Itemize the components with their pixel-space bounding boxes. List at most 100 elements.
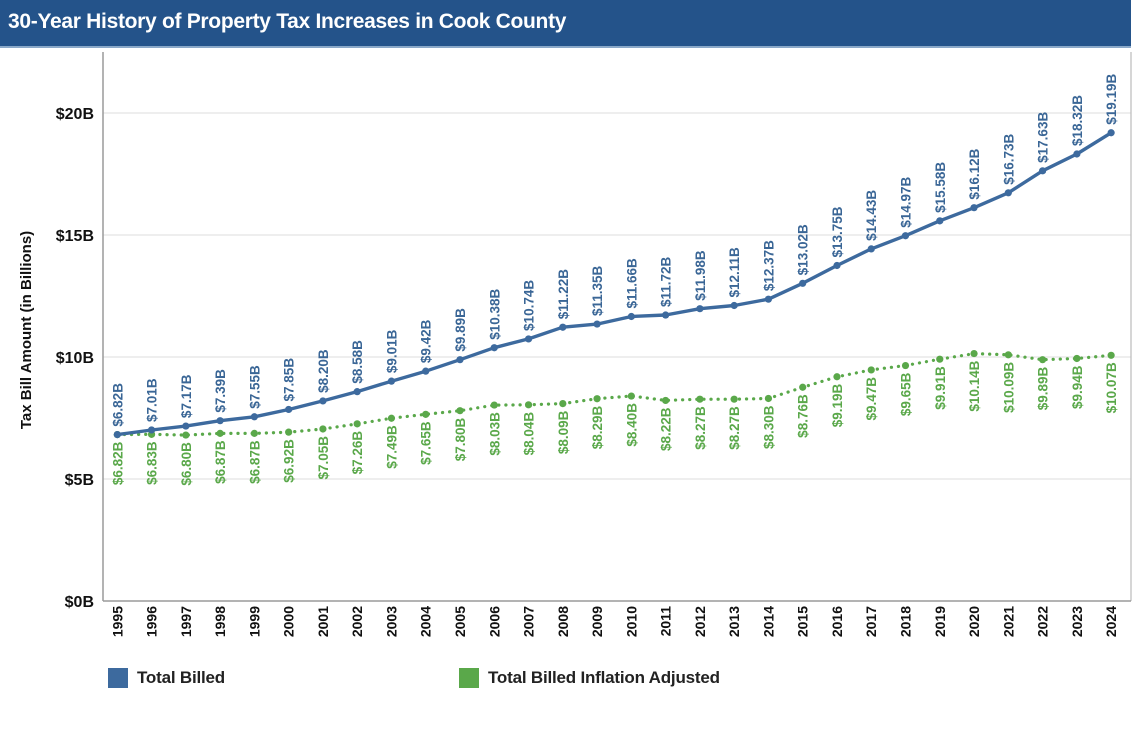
point-inflation-adjusted [627, 392, 635, 400]
legend-item-inflation-adjusted: Total Billed Inflation Adjusted [459, 668, 720, 688]
point-inflation-adjusted [1107, 351, 1115, 359]
x-tick-label: 2017 [863, 606, 879, 637]
legend-label-total-billed: Total Billed [137, 668, 225, 687]
x-tick-labels: 1995 1996 1997 1998 1999 2000 2001 2002 2003 2004… [109, 606, 1119, 637]
x-tick-label: 2016 [829, 606, 845, 637]
point-total-billed [353, 388, 361, 396]
x-tick-label: 2006 [486, 606, 502, 637]
x-tick-label: 2023 [1069, 606, 1085, 637]
point-total-billed [764, 295, 773, 303]
data-label-inflation-adjusted: $8.27B [727, 406, 742, 450]
data-label-inflation-adjusted: $6.87B [213, 440, 228, 484]
data-label-total-billed: $17.63B [1036, 112, 1051, 163]
point-total-billed [1073, 150, 1081, 158]
data-label-total-billed: $9.89B [453, 308, 468, 352]
y-tick-labels: $0B $5B $10B $15B $20B [56, 106, 94, 611]
point-inflation-adjusted [1004, 351, 1012, 359]
point-total-billed [250, 413, 258, 421]
point-inflation-adjusted [182, 431, 190, 439]
x-tick-label: 2005 [452, 606, 468, 637]
point-total-billed [970, 204, 978, 212]
point-total-billed [147, 426, 156, 434]
point-inflation-adjusted [559, 400, 567, 408]
series-line-total-billed [117, 131, 1112, 437]
point-inflation-adjusted [936, 355, 944, 363]
data-label-inflation-adjusted: $8.30B [761, 405, 776, 449]
data-label-total-billed: $11.72B [659, 256, 674, 307]
point-total-billed [216, 417, 224, 425]
x-tick-label: 2024 [1103, 606, 1119, 637]
data-label-total-billed: $9.42B [419, 319, 434, 363]
x-tick-label: 2004 [418, 606, 434, 637]
data-label-total-billed: $10.38B [487, 288, 502, 339]
x-tick-label: 2020 [966, 606, 982, 637]
data-label-inflation-adjusted: $10.14B [967, 360, 982, 411]
point-total-billed [901, 232, 910, 240]
point-total-billed [867, 245, 875, 253]
data-label-inflation-adjusted: $10.07B [1104, 362, 1119, 413]
data-label-total-billed: $12.37B [761, 240, 776, 291]
point-total-billed [1004, 189, 1012, 197]
point-total-billed [696, 305, 704, 313]
legend-swatch-green [459, 668, 479, 688]
x-tick-label: 2018 [898, 606, 914, 637]
point-inflation-adjusted [593, 395, 601, 403]
x-tick-label: 2007 [521, 606, 537, 637]
point-total-billed [833, 261, 841, 270]
legend-item-total-billed: Total Billed [108, 668, 225, 688]
data-label-total-billed: $6.82B [110, 383, 125, 427]
data-label-inflation-adjusted: $6.80B [179, 442, 194, 486]
chart-title: 30-Year History of Property Tax Increase… [8, 10, 567, 33]
point-total-billed [627, 312, 635, 321]
data-label-inflation-adjusted: $8.27B [693, 406, 708, 450]
series [113, 129, 1115, 439]
x-tick-label: 2010 [623, 606, 639, 637]
x-tick-label: 2022 [1035, 606, 1051, 637]
point-inflation-adjusted [730, 395, 738, 403]
x-tick-label: 2013 [726, 606, 742, 637]
x-tick-label: 2021 [1000, 606, 1016, 637]
data-label-total-billed: $11.35B [590, 266, 605, 317]
point-total-billed [730, 301, 738, 310]
data-label-total-billed: $18.32B [1070, 95, 1085, 146]
x-tick-label: 2008 [555, 606, 571, 637]
point-inflation-adjusted [250, 429, 258, 437]
data-label-inflation-adjusted: $6.92B [282, 439, 297, 483]
data-label-total-billed: $11.66B [624, 258, 639, 309]
data-label-inflation-adjusted: $9.91B [933, 366, 948, 410]
x-tick-label: 1999 [246, 606, 262, 637]
x-tick-label: 1997 [178, 606, 194, 637]
x-tick-label: 1995 [109, 606, 125, 637]
axes [102, 52, 1132, 602]
data-label-total-billed: $7.01B [145, 378, 160, 422]
point-inflation-adjusted [867, 366, 875, 374]
x-tick-label: 2015 [795, 606, 811, 637]
point-total-billed [936, 217, 944, 225]
point-total-billed [422, 367, 430, 375]
y-tick-label: $15B [56, 228, 94, 245]
data-label-inflation-adjusted: $8.76B [796, 394, 811, 438]
data-label-inflation-adjusted: $7.05B [316, 436, 331, 480]
data-label-total-billed: $16.73B [1001, 133, 1016, 184]
y-tick-label: $0B [65, 594, 94, 611]
point-inflation-adjusted [662, 396, 670, 405]
y-axis-label: Tax Bill Amount (in Billions) [18, 231, 35, 429]
point-total-billed [1038, 167, 1047, 175]
series-line-inflation-adjusted [115, 351, 1113, 437]
x-tick-label: 2009 [589, 606, 605, 637]
point-inflation-adjusted [490, 401, 498, 409]
data-label-inflation-adjusted: $7.80B [453, 417, 468, 461]
point-inflation-adjusted [422, 410, 430, 418]
point-inflation-adjusted [456, 407, 464, 415]
y-tick-label: $5B [65, 472, 94, 489]
point-total-billed [456, 356, 464, 364]
data-label-inflation-adjusted: $9.89B [1036, 366, 1051, 410]
data-label-inflation-adjusted: $7.26B [350, 431, 365, 475]
point-inflation-adjusted [901, 361, 910, 370]
data-label-inflation-adjusted: $6.83B [145, 441, 160, 485]
x-tick-label: 2011 [658, 606, 674, 637]
point-total-billed [113, 430, 121, 439]
data-label-total-billed: $7.55B [247, 365, 262, 409]
point-total-billed [662, 311, 670, 319]
